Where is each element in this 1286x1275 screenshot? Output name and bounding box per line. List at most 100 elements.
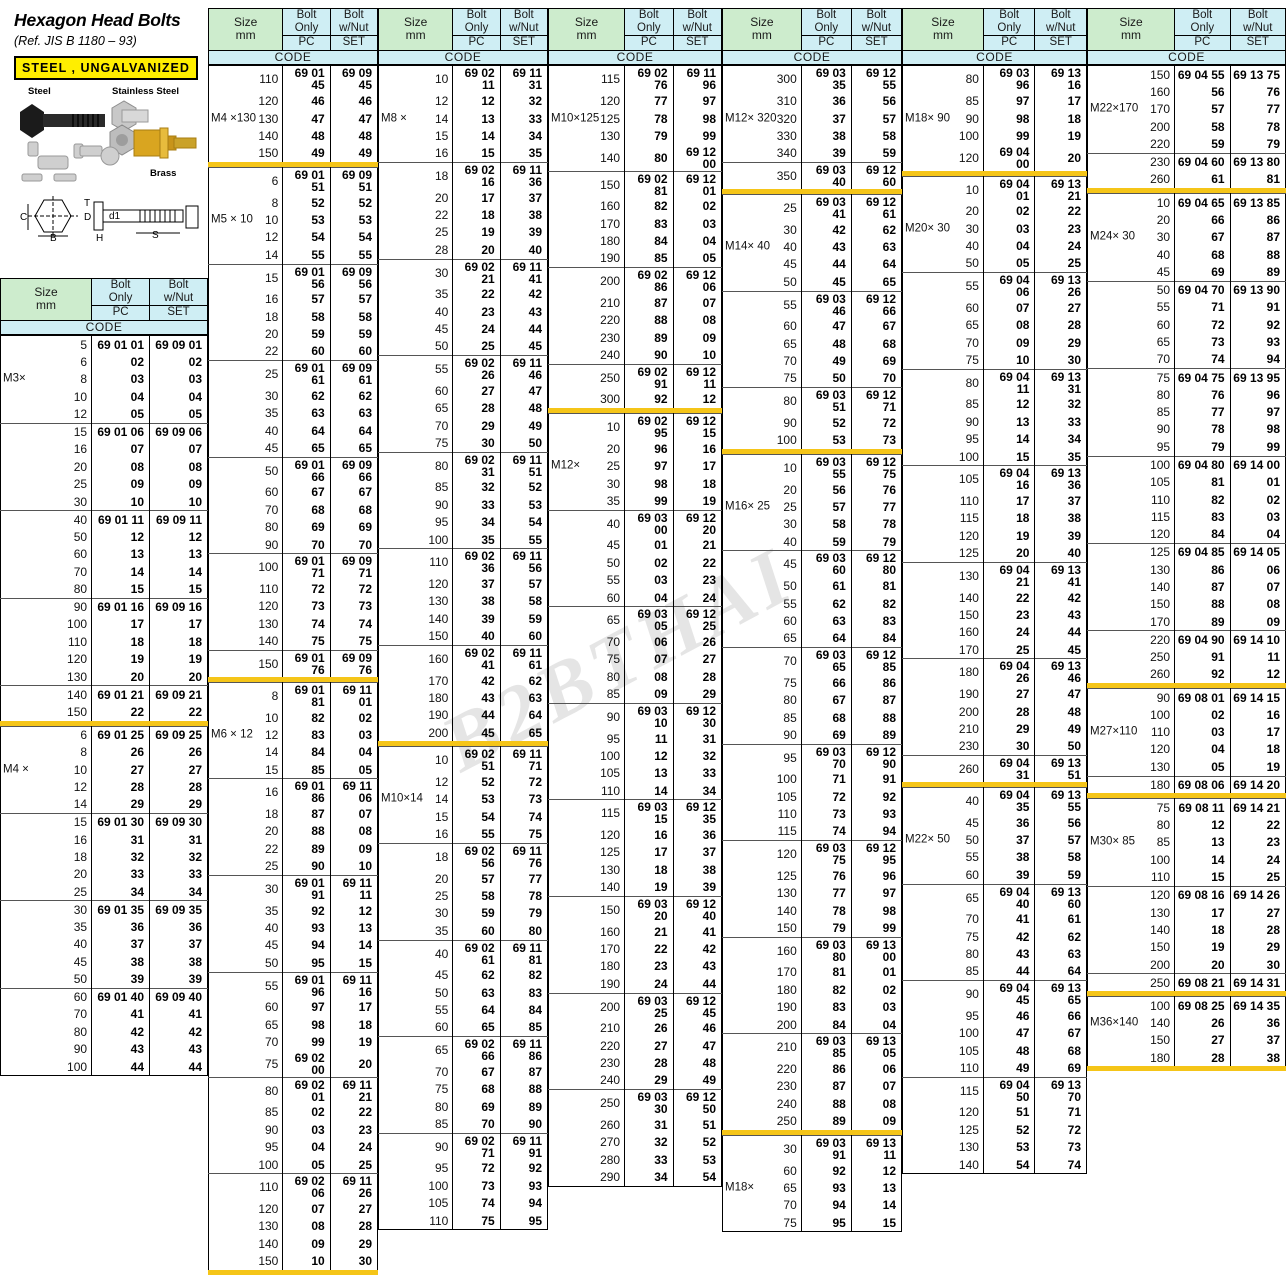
cell-size: 50	[902, 254, 984, 273]
cell-code-pc: 31	[624, 1116, 674, 1134]
cell-code-pc: 47	[282, 109, 331, 128]
table-row: 140 39 59	[378, 610, 548, 628]
table-row: 90 13 33	[902, 413, 1087, 431]
cell-code-set: 69 11 31	[500, 65, 548, 93]
cell-code-pc: 39	[452, 610, 501, 628]
cell-code-pc: 09	[91, 475, 151, 493]
cell-size: 200	[1087, 955, 1176, 974]
cell-code-set: 28	[1266, 922, 1280, 937]
table-row: 310 36 56	[722, 92, 902, 110]
cell-code-pc: 35	[452, 530, 501, 549]
thread-group: 300 69 03 35 69 12 55 310 36 56 M12× 320…	[722, 65, 902, 163]
thread-size-label: M12× 320	[725, 111, 777, 124]
cell-code-set: 69 12 80	[851, 550, 902, 578]
cell-size: 115	[902, 509, 984, 528]
cell-code-set: 04	[1266, 527, 1280, 542]
cell-code-pc: 20	[452, 241, 501, 259]
cell-code-pc: 49	[801, 352, 852, 370]
thread-group: 120 69 08 16 69 14 26 130 17 27 140 18 2…	[1087, 885, 1286, 974]
table-row: 95 04 24	[208, 1138, 378, 1156]
cell-size: 125	[722, 867, 802, 885]
table-row: 95 11 31	[548, 729, 722, 748]
cell-code-set: 86	[1266, 212, 1280, 227]
header-size-unit: mm	[235, 28, 256, 43]
table-row: 50 45 65	[722, 273, 902, 291]
header-pc: PC	[282, 35, 331, 51]
table-row: 130 05 19	[1087, 758, 1286, 776]
cell-code-pc: 48	[801, 334, 852, 353]
cell-code-pc: 63	[452, 983, 501, 1002]
cell-code-pc: 93	[801, 1179, 852, 1197]
cell-code-pc: 69 01 21	[91, 685, 151, 704]
cell-code-pc: 99	[983, 127, 1036, 145]
thread-size-label: M30× 85	[1090, 835, 1136, 848]
table-row: 200 58 78	[1087, 118, 1286, 136]
table-row: 30 62 62	[208, 387, 378, 405]
cell-code-set: 79	[1266, 137, 1280, 152]
table-row: 15 69 01 06 69 09 06	[0, 422, 208, 441]
cell-size: 5	[0, 335, 93, 354]
cell-size: 70	[902, 333, 984, 352]
table-row: 110 69 02 06 69 11 26	[208, 1173, 378, 1201]
table-row: 220 59 79	[1087, 135, 1286, 153]
table-row: 85 32 52	[378, 478, 548, 497]
table-row: M18× 65 93 13	[722, 1179, 902, 1197]
cell-code-set: 60	[358, 344, 372, 359]
thread-group: 250 69 02 91 69 12 11 300 92 12	[548, 363, 722, 409]
cell-code-set: 69 11 21	[330, 1076, 378, 1104]
cell-code-pc: 72	[282, 580, 331, 598]
cell-code-set: 09	[358, 841, 372, 856]
cell-code-set: 69 12 01	[673, 170, 722, 198]
cell-code-pc: 68	[801, 708, 852, 727]
table-row: 65 69 04 40 69 13 60	[902, 883, 1087, 911]
table-row: 16 55 75	[378, 825, 548, 843]
cell-code-set: 69 12 45	[673, 992, 722, 1020]
table-row: 20 57 77	[378, 869, 548, 888]
cell-code-pc: 06	[624, 633, 674, 651]
cell-size: 190	[722, 998, 802, 1016]
header-bolt-wnut: Bolt w/Nut	[149, 277, 208, 307]
cell-code-set: 91	[1266, 300, 1280, 315]
cell-size: 150	[722, 919, 802, 937]
table-row: 150 23 43	[902, 606, 1087, 624]
thread-group: 90 69 04 45 69 13 65 95 46 66 100 47 67 …	[902, 980, 1087, 1077]
cell-code-set: 81	[882, 579, 896, 594]
cell-code-pc: 69 02 21	[452, 258, 501, 286]
thread-size-label: M3×	[3, 372, 26, 385]
table-row: M22× 50 50 37 57	[902, 831, 1087, 849]
table-row: 10 69 04 01 69 13 21	[902, 175, 1087, 203]
cell-code-set: 56	[882, 94, 896, 109]
cell-size: 75	[548, 650, 626, 669]
thread-size-label: M10×125	[551, 111, 600, 124]
table-row: 80 43 63	[902, 945, 1087, 963]
table-row: 80 15 15	[0, 580, 208, 598]
table-row: 260 61 81	[1087, 170, 1286, 189]
table-row: 30 42 62	[722, 221, 902, 239]
thread-group: 110 69 01 45 69 09 45 120 46 46 M4 ×130 1…	[208, 65, 378, 163]
header-pc: PC	[91, 305, 151, 321]
cell-code-set: 38	[1067, 511, 1081, 526]
thread-size-label: M18×	[725, 1181, 755, 1194]
cell-code-pc: 29	[91, 795, 151, 813]
cell-size: 150	[902, 606, 984, 624]
table-row: 90 69 89	[722, 726, 902, 744]
cell-code-pc: 13	[983, 413, 1036, 431]
cell-code-set: 69 13 46	[1034, 658, 1087, 686]
cell-size: 18	[208, 805, 284, 823]
table-row: 140 78 98	[722, 901, 902, 920]
table-row: 20 59 59	[208, 325, 378, 343]
cell-code-pc: 15	[452, 144, 501, 163]
cell-code-pc: 58	[282, 307, 331, 326]
cell-code-pc: 18	[983, 509, 1036, 528]
thread-group: 6 69 01 25 69 09 25 8 26 26 M4 × 10 27 27…	[0, 725, 208, 813]
table-row: 150 22 22	[0, 703, 208, 721]
cell-size: 55	[378, 1001, 454, 1019]
table-row: 25 90 10	[208, 857, 378, 875]
table-row: 65 64 84	[722, 629, 902, 648]
table-row: 12 52 72	[378, 773, 548, 791]
cell-code-set: 69 12 11	[673, 363, 722, 391]
svg-text:H: H	[96, 233, 103, 242]
table-row: 220 88 08	[548, 311, 722, 329]
cell-size: 300	[548, 390, 626, 409]
cell-code-pc: 67	[801, 691, 852, 709]
